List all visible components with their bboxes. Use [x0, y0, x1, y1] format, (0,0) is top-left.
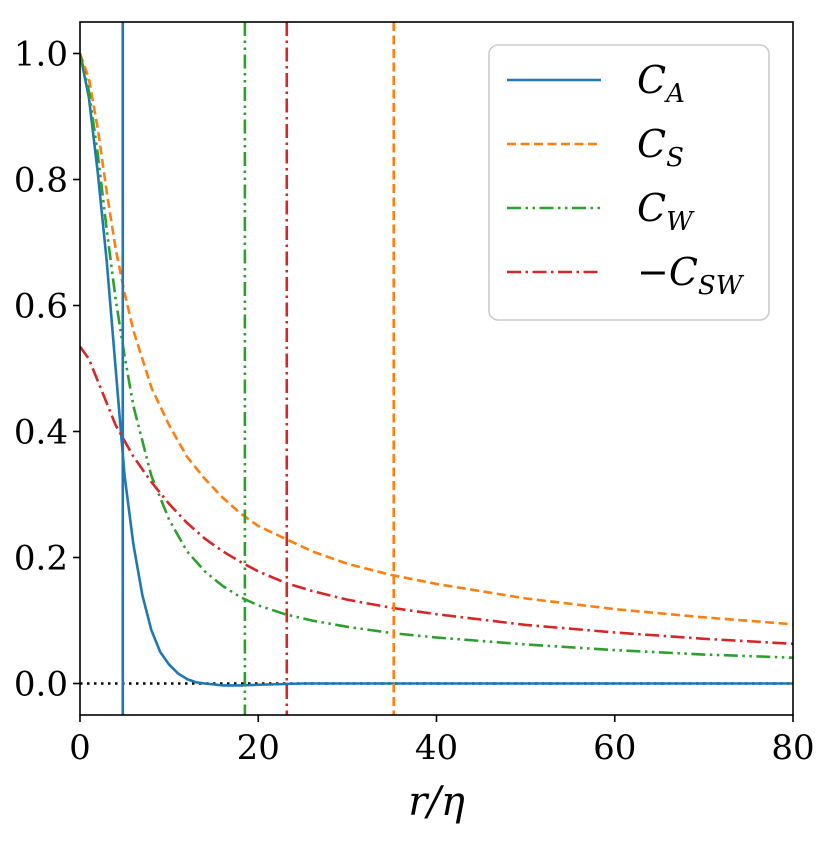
x-tick-label: 60 — [593, 728, 636, 768]
series-layer — [80, 53, 793, 687]
tick-layer: 0 20 40 60 80 0.0 0.2 0.4 0.6 0.8 1.0 — [14, 35, 815, 769]
x-axis-title: r/η — [408, 779, 465, 825]
y-tick-label: 0.6 — [14, 287, 68, 327]
legend-label-c-a: CA — [637, 58, 685, 109]
legend-label-c-w: CW — [637, 186, 695, 237]
y-tick-label: 0.4 — [14, 413, 68, 453]
legend: CA CS CW −CSW — [488, 44, 770, 321]
x-tick-label: 20 — [237, 728, 280, 768]
series-line-c-w — [80, 53, 793, 659]
series-line-c-sw — [80, 345, 793, 646]
x-tick-label: 80 — [771, 728, 814, 768]
y-tick-label: 0.8 — [14, 161, 68, 201]
x-tick-label: 40 — [415, 728, 458, 768]
y-tick-label: 1.0 — [14, 35, 68, 75]
y-tick-label: 0.0 — [14, 665, 68, 705]
series-line-c-s — [80, 53, 793, 626]
legend-box — [488, 44, 770, 321]
legend-label-c-s: CS — [637, 122, 684, 173]
legend-label-c-sw: −CSW — [637, 250, 745, 301]
vline-layer — [121, 22, 396, 715]
x-tick-label: 0 — [69, 728, 91, 768]
y-tick-label: 0.2 — [14, 539, 68, 579]
series-line-c-a — [80, 53, 793, 687]
